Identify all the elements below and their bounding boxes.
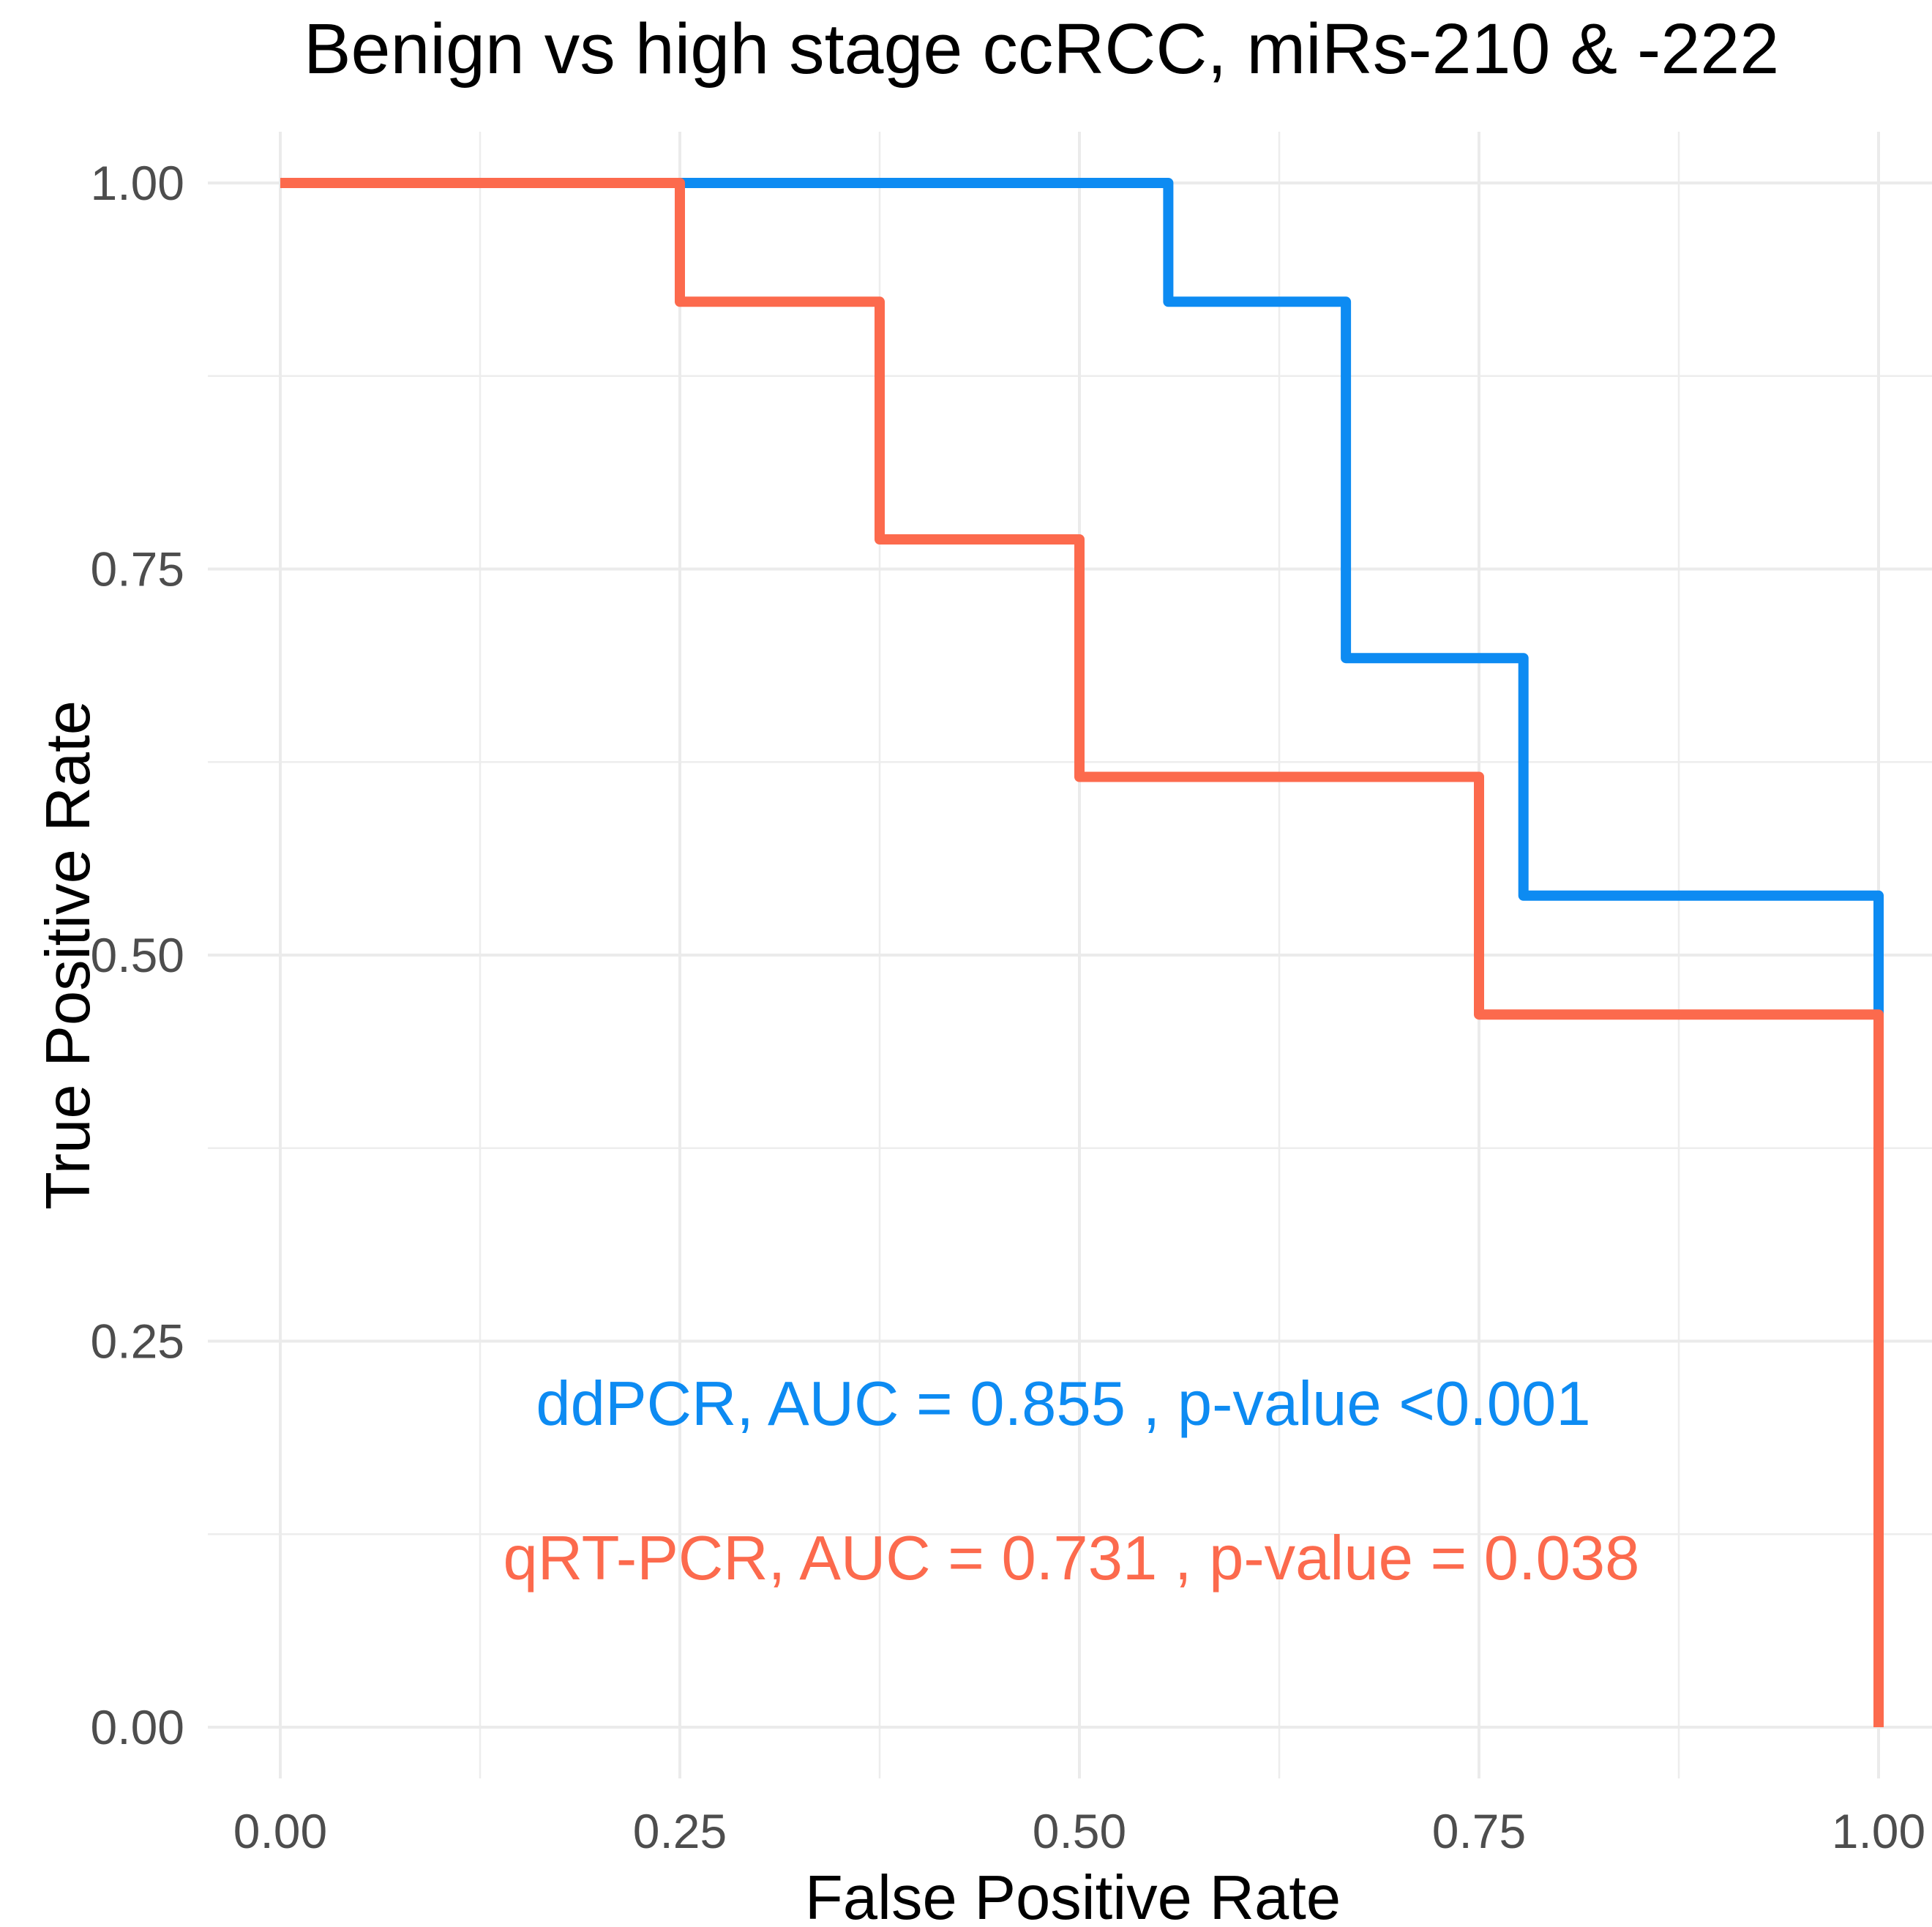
x-axis-title: False Positive Rate [805,1863,1341,1927]
x-tick-label: 0.25 [633,1804,727,1858]
y-tick-labels: 0.00 0.25 0.50 0.75 1.00 [91,156,184,1754]
y-axis-title: True Positive Rate [34,700,103,1210]
annotation-qrtpcr: qRT-PCR, AUC = 0.731 , p-value = 0.038 [503,1524,1640,1593]
x-tick-label: 0.75 [1432,1804,1526,1858]
x-tick-labels: 0.00 0.25 0.50 0.75 1.00 [233,1804,1925,1858]
x-tick-label: 1.00 [1832,1804,1925,1858]
chart-title: Benign vs high stage ccRCC, miRs-210 & -… [304,9,1779,89]
x-tick-label: 0.00 [233,1804,327,1858]
y-tick-label: 0.25 [91,1314,184,1369]
y-tick-label: 0.50 [91,928,184,982]
y-tick-label: 0.00 [91,1700,184,1754]
annotation-ddpcr: ddPCR, AUC = 0.855 , p-value <0.001 [536,1369,1590,1439]
roc-curve-qrt-pcr [280,178,1884,1727]
roc-curves [280,178,1884,1727]
y-tick-label: 1.00 [91,156,184,210]
x-tick-label: 0.50 [1033,1804,1126,1858]
y-tick-label: 0.75 [91,542,184,596]
roc-curve-ddpcr [280,178,1884,1727]
